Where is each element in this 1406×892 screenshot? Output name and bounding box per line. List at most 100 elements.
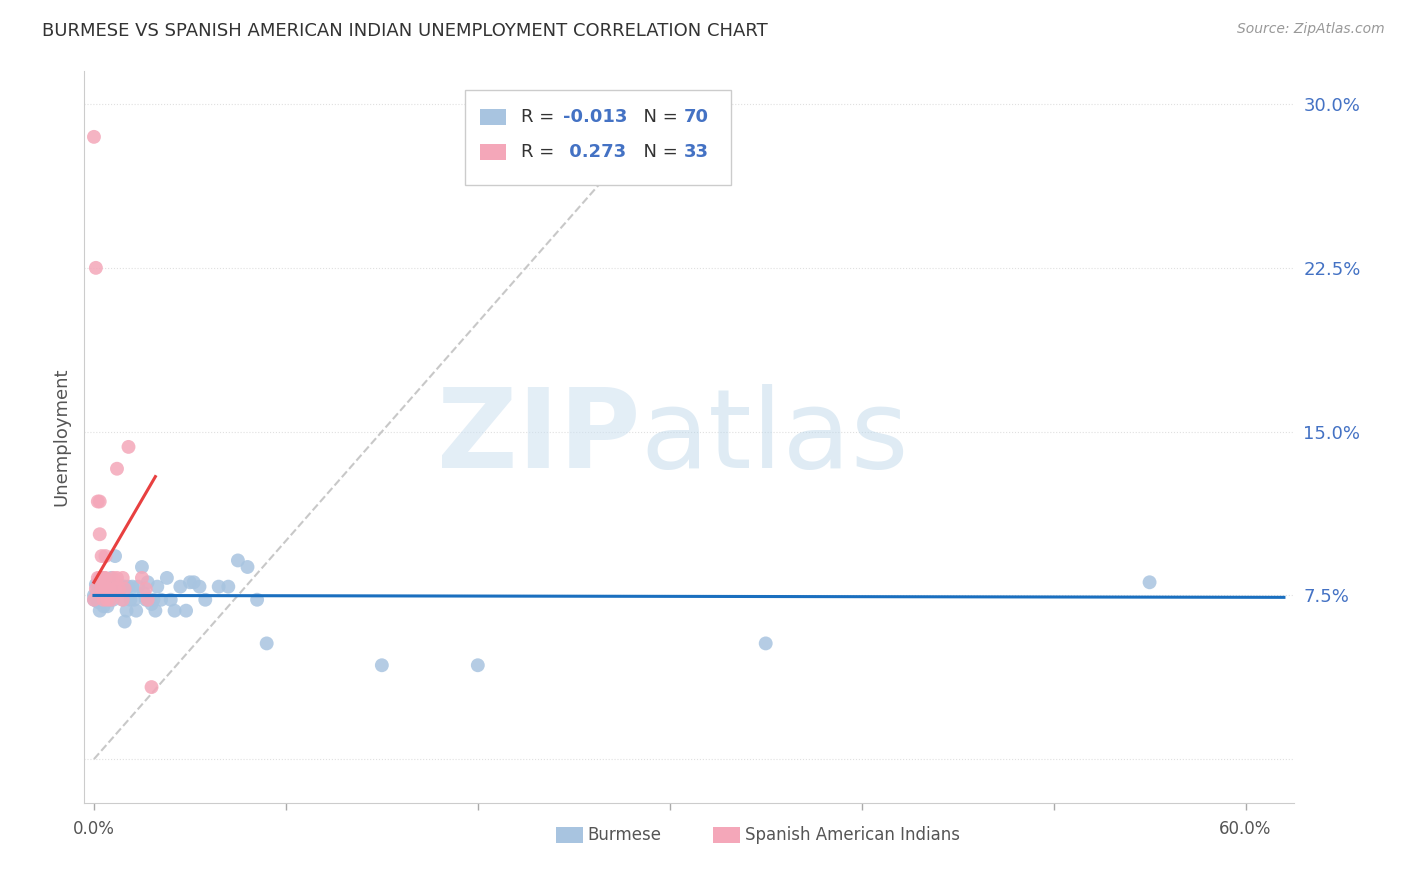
Bar <box>713 827 740 843</box>
Point <box>84 260 107 275</box>
Point <box>110 580 132 594</box>
Point <box>121 580 143 594</box>
Point <box>163 604 186 618</box>
Point <box>96 592 118 607</box>
Point <box>131 571 153 585</box>
Point <box>89 577 111 591</box>
Point <box>150 592 173 607</box>
Point <box>145 604 167 618</box>
Point <box>114 615 136 629</box>
Point <box>236 560 259 574</box>
Text: R =: R = <box>520 143 560 161</box>
Point <box>89 494 111 508</box>
Point <box>83 592 105 607</box>
Point <box>93 588 115 602</box>
Point <box>217 580 239 594</box>
Point <box>142 592 165 607</box>
Point <box>755 636 778 650</box>
Point <box>131 560 153 574</box>
Point <box>93 571 115 585</box>
Point <box>208 580 231 594</box>
Point <box>132 586 155 600</box>
Point <box>136 592 159 607</box>
Point <box>117 440 139 454</box>
Point <box>94 549 117 563</box>
Y-axis label: Unemployment: Unemployment <box>52 368 70 507</box>
Point <box>93 599 115 614</box>
Point <box>256 636 278 650</box>
Point <box>108 582 131 596</box>
Point <box>84 588 107 602</box>
Point <box>111 592 134 607</box>
Point <box>179 575 201 590</box>
Point <box>169 580 191 594</box>
Point <box>83 592 105 607</box>
Text: 60.0%: 60.0% <box>1219 821 1271 838</box>
Point <box>105 571 128 585</box>
Point <box>114 582 136 596</box>
Bar <box>555 827 582 843</box>
Point <box>100 592 122 607</box>
Point <box>114 580 136 594</box>
Text: BURMESE VS SPANISH AMERICAN INDIAN UNEMPLOYMENT CORRELATION CHART: BURMESE VS SPANISH AMERICAN INDIAN UNEMP… <box>42 22 768 40</box>
Text: ZIP: ZIP <box>437 384 641 491</box>
Point <box>111 592 134 607</box>
Point <box>87 595 110 609</box>
Point <box>87 577 110 591</box>
Point <box>90 582 112 596</box>
Text: 0.273: 0.273 <box>564 143 626 161</box>
Point <box>83 129 105 144</box>
Point <box>156 571 179 585</box>
Point <box>94 582 117 596</box>
Point <box>93 571 115 585</box>
Point <box>371 658 394 673</box>
Point <box>141 680 163 694</box>
Point <box>101 571 124 585</box>
Point <box>87 494 110 508</box>
Point <box>89 588 111 602</box>
Point <box>108 580 131 594</box>
Point <box>87 588 110 602</box>
Point <box>183 575 205 590</box>
Point <box>136 575 159 590</box>
Text: -0.013: -0.013 <box>564 109 627 127</box>
Point <box>96 582 118 596</box>
Point <box>90 549 112 563</box>
Text: 70: 70 <box>685 109 709 127</box>
Point <box>96 582 118 596</box>
Text: N =: N = <box>633 143 683 161</box>
Text: R =: R = <box>520 109 560 127</box>
Point <box>90 582 112 596</box>
Point <box>105 580 128 594</box>
Bar <box>479 144 506 160</box>
Point <box>83 588 105 602</box>
Point <box>120 592 142 607</box>
Point <box>98 580 121 594</box>
Point <box>104 582 127 596</box>
Text: N =: N = <box>633 109 683 127</box>
Point <box>146 580 169 594</box>
Point <box>94 582 117 596</box>
Point <box>94 571 117 585</box>
Point <box>226 553 249 567</box>
Text: 0.0%: 0.0% <box>73 821 115 838</box>
Text: Burmese: Burmese <box>588 826 661 844</box>
Point <box>117 580 139 594</box>
Point <box>194 592 217 607</box>
Point <box>467 658 489 673</box>
Point <box>98 592 121 607</box>
Point <box>89 527 111 541</box>
Text: 33: 33 <box>685 143 709 161</box>
Point <box>104 549 127 563</box>
Point <box>101 592 124 607</box>
Point <box>127 580 149 594</box>
Point <box>174 604 197 618</box>
Point <box>96 599 118 614</box>
Point <box>111 571 134 585</box>
Point <box>136 592 159 607</box>
Point <box>93 592 115 607</box>
Text: Source: ZipAtlas.com: Source: ZipAtlas.com <box>1237 22 1385 37</box>
Point <box>90 592 112 607</box>
Point <box>84 582 107 596</box>
Point <box>135 592 157 607</box>
